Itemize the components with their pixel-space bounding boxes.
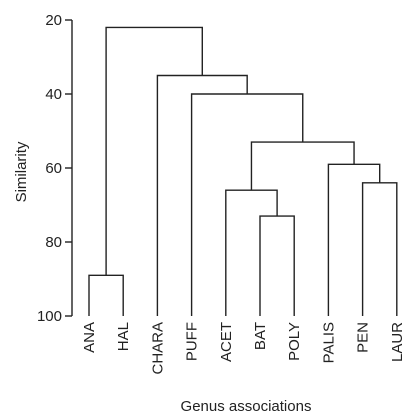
dendrogram-link-m_palis_pl [327, 163, 381, 316]
y-tick-label: 40 [45, 86, 62, 103]
leaf-label: BAT [252, 322, 269, 350]
y-axis: 20 40 60 80 100 [37, 12, 73, 325]
dendrogram-link-m_pen_laur [361, 182, 398, 316]
dendrogram-links [88, 26, 398, 316]
leaf-label: PALIS [320, 322, 337, 363]
y-tick-label: 100 [37, 308, 62, 325]
dendrogram-link-m_acet_bp [225, 189, 278, 316]
dendrogram-link-m_root [105, 26, 203, 276]
dendrogram-link-m_ana_hal [88, 274, 124, 316]
leaf-labels: ANA HAL CHARA PUFF ACET BAT POLY PALIS PEN LAUR [81, 322, 404, 375]
leaf-label: ANA [81, 322, 98, 353]
leaf-label: HAL [115, 322, 132, 351]
dendrogram-link-m_abp_ppl [250, 141, 355, 191]
leaf-label: POLY [286, 322, 303, 361]
leaf-label: LAUR [389, 322, 404, 362]
dendrogram-link-m_chara_rest [156, 74, 248, 316]
dendrogram-link-m_bat_poly [259, 215, 295, 316]
y-tick-label: 20 [45, 12, 62, 29]
x-axis-title: Genus associations [181, 398, 312, 415]
y-tick-label: 60 [45, 160, 62, 177]
y-tick-label: 80 [45, 234, 62, 251]
leaf-label: CHARA [149, 322, 166, 375]
leaf-label: ACET [218, 322, 235, 362]
y-axis-title: Similarity [13, 141, 30, 202]
leaf-label: PEN [355, 322, 372, 353]
leaf-label: PUFF [184, 322, 201, 361]
dendrogram-link-m_puff_rest [190, 93, 304, 316]
